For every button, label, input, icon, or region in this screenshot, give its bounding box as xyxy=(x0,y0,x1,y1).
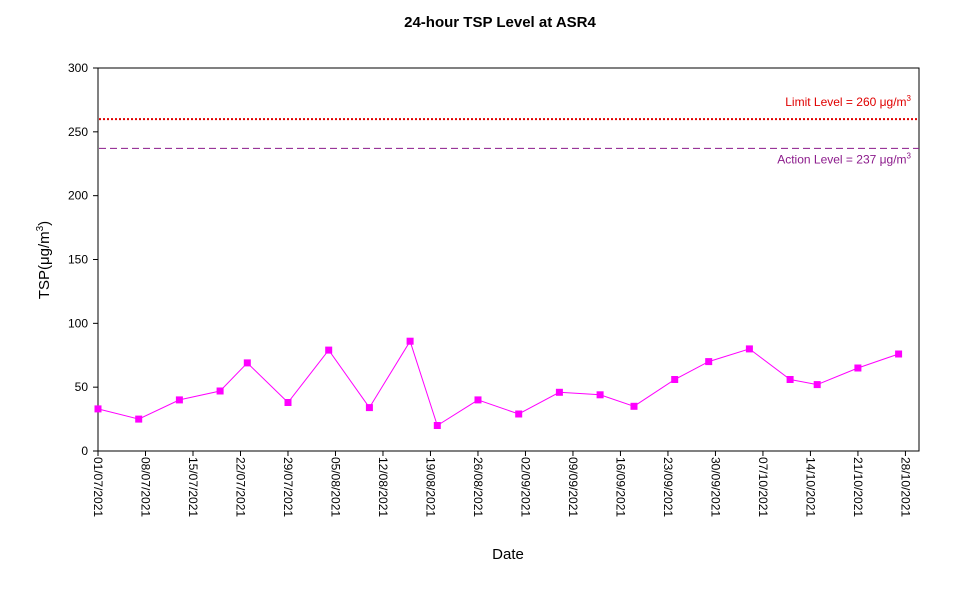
x-tick-label: 26/08/2021 xyxy=(471,457,485,517)
ref-line-label: Limit Level = 260 μg/m3 xyxy=(785,94,911,109)
x-tick-label: 22/07/2021 xyxy=(233,457,247,517)
y-tick-label: 0 xyxy=(81,444,88,458)
data-point xyxy=(671,376,679,383)
chart-title: 24-hour TSP Level at ASR4 xyxy=(404,14,596,31)
series-line xyxy=(97,340,899,427)
x-tick-label: 01/07/2021 xyxy=(91,457,105,517)
x-axis: 01/07/2021 08/07/2021 15/07/2021 22/07/2021… xyxy=(91,451,912,517)
x-tick-label: 30/09/2021 xyxy=(708,457,722,517)
data-point xyxy=(474,396,482,404)
data-point xyxy=(854,364,862,372)
y-tick-label: 150 xyxy=(68,253,88,267)
data-point xyxy=(596,391,604,399)
data-point xyxy=(94,405,102,413)
data-point xyxy=(406,337,414,345)
y-tick-label: 100 xyxy=(68,316,88,330)
data-point xyxy=(243,359,251,367)
data-point xyxy=(515,410,523,418)
data-point xyxy=(813,381,821,389)
data-point xyxy=(216,387,224,395)
reference-lines: Limit Level = 260 μg/m3 Action Level = 23… xyxy=(99,94,919,166)
x-tick-label: 28/10/2021 xyxy=(898,457,912,517)
data-point xyxy=(630,402,638,410)
y-tick-label: 200 xyxy=(68,189,88,203)
y-tick-label: 50 xyxy=(75,380,89,394)
y-tick-label: 300 xyxy=(68,61,88,75)
x-tick-label: 08/07/2021 xyxy=(138,457,152,517)
series-group xyxy=(94,337,903,429)
x-tick-label: 14/10/2021 xyxy=(803,457,817,517)
y-tick-label: 250 xyxy=(68,125,88,139)
data-point xyxy=(433,422,441,429)
data-point xyxy=(365,404,373,412)
x-tick-label: 16/09/2021 xyxy=(613,457,627,517)
x-tick-label: 02/09/2021 xyxy=(518,457,532,517)
x-tick-label: 09/09/2021 xyxy=(566,457,580,517)
x-tick-label: 21/10/2021 xyxy=(851,457,865,517)
x-tick-label: 29/07/2021 xyxy=(281,457,295,517)
y-axis-label: TSP(μg/m3) xyxy=(35,221,53,299)
data-point xyxy=(284,399,292,406)
data-point xyxy=(555,388,563,396)
x-tick-label: 12/08/2021 xyxy=(376,457,390,517)
data-point xyxy=(135,415,143,423)
data-point xyxy=(895,350,903,358)
x-tick-label: 05/08/2021 xyxy=(328,457,342,517)
x-tick-label: 19/08/2021 xyxy=(423,457,437,517)
x-tick-label: 15/07/2021 xyxy=(186,457,200,517)
data-point xyxy=(745,345,753,353)
data-point xyxy=(325,346,333,354)
x-tick-label: 07/10/2021 xyxy=(756,457,770,517)
y-axis: 0 50 100 150 200 250 300 xyxy=(68,61,98,458)
data-point xyxy=(786,376,794,383)
x-tick-label: 23/09/2021 xyxy=(661,457,675,517)
data-point xyxy=(705,358,713,366)
ref-line-label: Action Level = 237 μg/m3 xyxy=(777,151,911,166)
data-point xyxy=(175,396,183,404)
x-axis-label: Date xyxy=(492,546,524,563)
